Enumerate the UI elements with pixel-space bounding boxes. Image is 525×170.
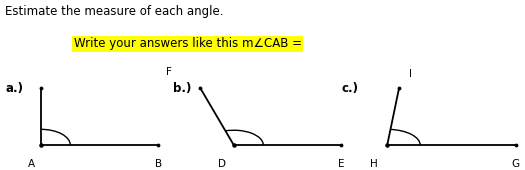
Text: E: E (338, 158, 344, 168)
Text: B: B (155, 158, 162, 168)
Text: a.): a.) (5, 82, 23, 96)
Text: D: D (218, 158, 226, 168)
Text: H: H (371, 158, 378, 168)
Text: F: F (166, 67, 172, 77)
Text: A: A (28, 158, 35, 168)
Text: c.): c.) (341, 82, 358, 96)
Text: b.): b.) (173, 82, 192, 96)
Text: Write your answers like this m∠CAB =: Write your answers like this m∠CAB = (74, 37, 301, 50)
Text: I: I (408, 69, 412, 79)
Text: G: G (512, 158, 520, 168)
Text: Estimate the measure of each angle.: Estimate the measure of each angle. (5, 5, 224, 18)
